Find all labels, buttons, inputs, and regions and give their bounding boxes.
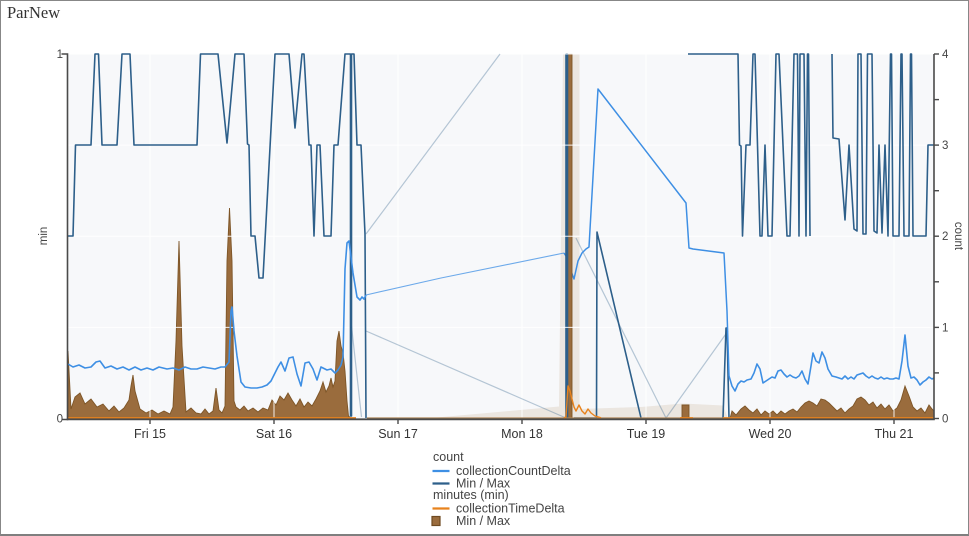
svg-text:Wed 20: Wed 20: [749, 427, 792, 441]
svg-text:0: 0: [942, 414, 948, 426]
svg-text:Sat 16: Sat 16: [256, 427, 292, 441]
svg-text:Min / Max: Min / Max: [456, 477, 511, 491]
svg-text:1: 1: [942, 322, 948, 334]
svg-text:Fri 15: Fri 15: [134, 427, 166, 441]
svg-text:Mon 18: Mon 18: [501, 427, 543, 441]
svg-text:Min / Max: Min / Max: [456, 514, 511, 528]
svg-text:collectionCountDelta: collectionCountDelta: [456, 464, 571, 478]
svg-text:minutes (min): minutes (min): [433, 488, 509, 502]
svg-text:0: 0: [57, 414, 63, 426]
svg-text:min: min: [38, 227, 50, 246]
svg-text:2: 2: [942, 231, 948, 243]
svg-text:count: count: [952, 222, 964, 251]
svg-text:3: 3: [942, 140, 948, 152]
svg-text:count: count: [433, 450, 464, 464]
svg-text:Thu 21: Thu 21: [875, 427, 914, 441]
svg-text:1: 1: [57, 49, 63, 61]
svg-text:Tue 19: Tue 19: [627, 427, 666, 441]
svg-text:4: 4: [942, 49, 949, 61]
svg-text:collectionTimeDelta: collectionTimeDelta: [456, 502, 565, 516]
svg-text:Sun 17: Sun 17: [378, 427, 418, 441]
